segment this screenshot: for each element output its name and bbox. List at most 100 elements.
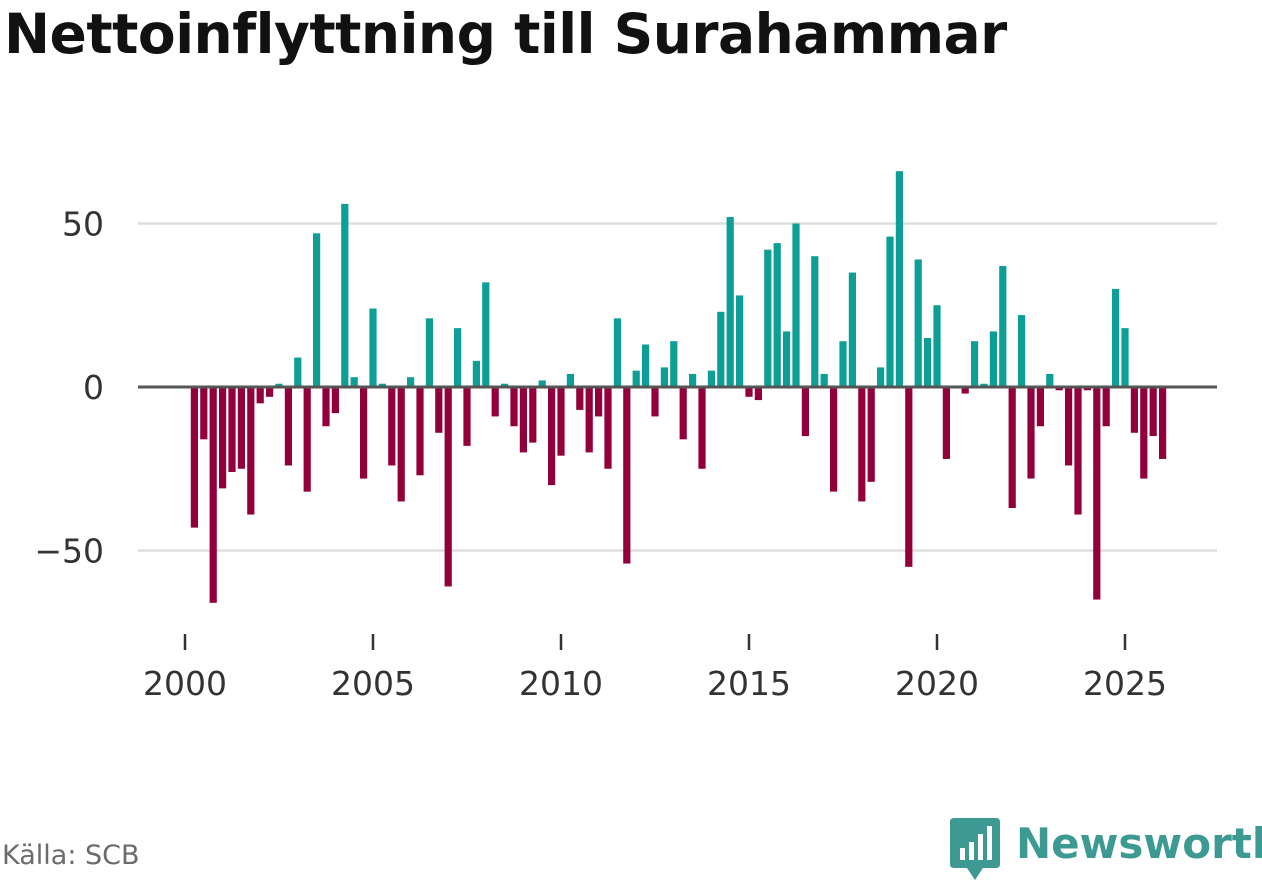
bar xyxy=(1149,387,1157,437)
bar xyxy=(519,387,527,453)
bar xyxy=(830,387,838,492)
bar xyxy=(388,387,396,466)
bar xyxy=(360,387,368,479)
bar xyxy=(858,387,866,502)
bar xyxy=(369,308,377,387)
chart-title: Nettoinflyttning till Surahammar xyxy=(4,2,1007,66)
bar xyxy=(341,203,349,387)
bar xyxy=(989,331,997,387)
newsworthy-logo-icon xyxy=(950,818,1000,880)
bar xyxy=(284,387,292,466)
bar xyxy=(604,387,612,469)
bar xyxy=(1093,387,1101,600)
bar xyxy=(942,387,950,459)
bar xyxy=(754,387,762,401)
bar xyxy=(1159,387,1167,459)
gridlines xyxy=(138,222,1217,552)
x-tick-label: 2005 xyxy=(331,664,415,703)
bar xyxy=(200,387,208,440)
bar xyxy=(463,387,471,446)
bar xyxy=(971,341,979,387)
bar xyxy=(623,387,631,564)
y-tick-label: −50 xyxy=(34,532,104,571)
x-tick-label: 2015 xyxy=(707,664,791,703)
bar xyxy=(397,387,405,502)
bar xyxy=(1046,373,1054,387)
bar xyxy=(538,380,546,387)
bar xyxy=(848,272,856,387)
brand-name: Newsworthy xyxy=(1016,819,1262,868)
bar xyxy=(877,367,885,387)
bar xyxy=(1121,328,1129,387)
brand: Newsworthy xyxy=(950,818,1262,880)
bar xyxy=(228,387,236,473)
bar xyxy=(566,373,574,387)
bar xyxy=(698,387,706,469)
bar xyxy=(482,282,490,387)
bar xyxy=(294,357,302,387)
bar xyxy=(529,387,537,443)
bar xyxy=(689,373,697,387)
x-tick-label: 2025 xyxy=(1083,664,1167,703)
bar xyxy=(914,259,922,387)
bar xyxy=(613,318,621,387)
bar xyxy=(811,256,819,387)
bar xyxy=(548,387,556,486)
bar xyxy=(1008,387,1016,508)
bar xyxy=(501,383,509,387)
bar xyxy=(472,360,480,387)
bar xyxy=(444,387,452,587)
bar xyxy=(416,387,424,476)
bar xyxy=(378,383,386,387)
bar xyxy=(670,341,678,387)
bar xyxy=(707,370,715,387)
bar xyxy=(1083,387,1091,391)
bar xyxy=(1074,387,1082,515)
bar xyxy=(313,233,321,387)
bar xyxy=(1112,288,1120,387)
bar xyxy=(247,387,255,515)
bar xyxy=(839,341,847,387)
bar xyxy=(1018,315,1026,387)
bar xyxy=(792,223,800,387)
bar xyxy=(801,387,809,437)
bar xyxy=(905,387,913,567)
bar xyxy=(491,387,499,417)
bar xyxy=(435,387,443,433)
bar xyxy=(425,318,433,387)
y-tick-label: 0 xyxy=(83,368,104,407)
x-tick-label: 2020 xyxy=(895,664,979,703)
bar xyxy=(237,387,245,469)
bar xyxy=(764,249,772,387)
bar xyxy=(632,370,640,387)
bar xyxy=(331,387,339,414)
bar xyxy=(642,344,650,387)
bar xyxy=(350,377,358,387)
bar xyxy=(1130,387,1138,433)
bar xyxy=(999,266,1007,387)
bar xyxy=(1036,387,1044,427)
bar xyxy=(1102,387,1110,427)
bar xyxy=(454,328,462,387)
bar xyxy=(679,387,687,440)
y-tick-label: 50 xyxy=(62,205,104,244)
bar xyxy=(303,387,311,492)
bar xyxy=(595,387,603,417)
bar xyxy=(961,387,969,394)
x-tick-label: 2010 xyxy=(519,664,603,703)
bar xyxy=(660,367,668,387)
bar xyxy=(820,373,828,387)
bar xyxy=(407,377,415,387)
bar xyxy=(1140,387,1148,479)
bar xyxy=(895,171,903,387)
bar xyxy=(576,387,584,410)
bar xyxy=(980,383,988,387)
bar xyxy=(717,311,725,387)
bar xyxy=(726,216,734,387)
bar xyxy=(651,387,659,417)
source-note: Källa: SCB xyxy=(2,840,140,871)
bar xyxy=(773,243,781,387)
bar xyxy=(209,387,217,603)
bar xyxy=(275,383,283,387)
